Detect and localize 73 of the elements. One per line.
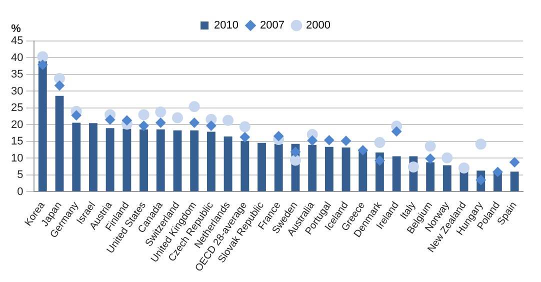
- y-tick-label: 35: [10, 68, 24, 81]
- point: [392, 126, 402, 136]
- point: [341, 136, 352, 146]
- bar: [55, 96, 64, 192]
- point: [138, 120, 149, 131]
- bar: [89, 123, 98, 192]
- y-tick-label: 10: [10, 152, 24, 164]
- point: [240, 132, 250, 142]
- point: [155, 106, 166, 118]
- bar: [324, 146, 334, 192]
- point: [475, 138, 486, 150]
- point: [476, 175, 486, 186]
- point: [122, 115, 132, 126]
- bar: [426, 162, 435, 192]
- bar: [392, 156, 401, 192]
- point: [188, 101, 200, 112]
- point: [492, 166, 503, 177]
- point: [206, 120, 216, 131]
- point: [138, 109, 150, 120]
- bar: [342, 148, 350, 192]
- bar: [240, 140, 250, 192]
- y-tick-label: 30: [10, 85, 24, 98]
- bar: [38, 61, 47, 192]
- point: [38, 60, 48, 70]
- point: [374, 156, 385, 166]
- bar: [224, 136, 232, 192]
- point: [510, 157, 520, 168]
- legend-label: 2000: [306, 20, 330, 32]
- bar: [173, 130, 182, 192]
- legend-label: 2007: [260, 20, 284, 32]
- legend-label: 2010: [214, 20, 239, 32]
- bar: [442, 165, 452, 192]
- point: [71, 110, 82, 120]
- y-axis-title: %: [11, 23, 22, 36]
- bar: [190, 130, 199, 192]
- bar: [140, 129, 148, 192]
- bar: [308, 144, 317, 192]
- y-tick-label: 20: [10, 118, 24, 131]
- point: [37, 51, 48, 62]
- bar: [156, 129, 165, 192]
- y-tick-label: 45: [10, 35, 24, 48]
- point: [222, 114, 234, 126]
- bar: [510, 172, 519, 192]
- point: [290, 154, 301, 166]
- point: [307, 135, 318, 146]
- point: [408, 161, 419, 172]
- bar: [72, 122, 81, 192]
- point: [54, 80, 65, 91]
- point: [172, 112, 183, 124]
- point: [424, 140, 436, 152]
- point: [374, 136, 386, 148]
- bar: [258, 142, 266, 192]
- bar: [358, 150, 368, 192]
- bar: [206, 132, 216, 192]
- y-tick-label: 40: [10, 52, 24, 64]
- bar: [122, 128, 132, 192]
- point: [425, 154, 436, 164]
- y-tick-label: 25: [10, 102, 24, 114]
- point: [239, 121, 250, 132]
- point: [274, 131, 284, 142]
- point: [105, 114, 116, 125]
- y-tick-label: 0: [17, 186, 24, 198]
- y-tick-label: 15: [10, 136, 24, 148]
- point: [290, 146, 300, 157]
- bar: [274, 144, 283, 192]
- point: [442, 152, 453, 164]
- bar: [106, 128, 114, 192]
- point: [324, 135, 334, 146]
- point: [156, 118, 166, 128]
- point: [458, 162, 470, 174]
- point: [189, 118, 200, 128]
- point: [358, 145, 368, 156]
- y-tick-label: 5: [17, 169, 24, 182]
